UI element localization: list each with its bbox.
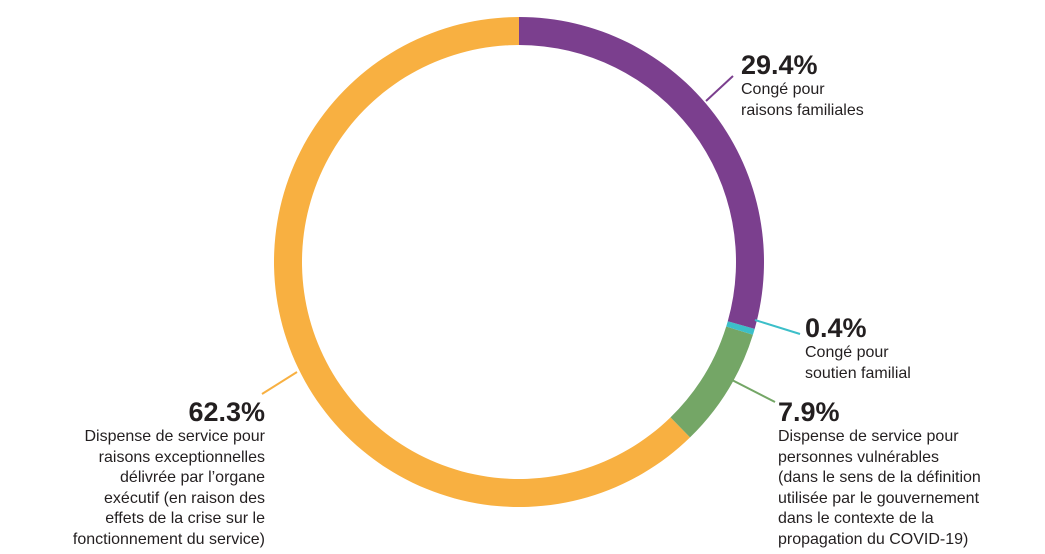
leader-line — [705, 75, 734, 102]
value-label: 29.4% — [741, 50, 818, 80]
slice-label: 29.4% Congé pour raisons familiales — [741, 50, 864, 121]
donut-slice — [670, 326, 753, 438]
leader-line — [261, 371, 298, 395]
leader-line — [754, 319, 801, 335]
category-label: Dispense de service pour personnes vulné… — [778, 428, 981, 548]
category-label: Congé pour raisons familiales — [741, 81, 864, 119]
slice-label: 0.4% Congé pour soutien familial — [805, 313, 911, 384]
leader-line — [731, 379, 776, 403]
value-label: 62.3% — [188, 397, 265, 427]
donut-slice — [726, 321, 755, 335]
donut-slice — [519, 17, 764, 329]
value-label: 0.4% — [805, 313, 867, 343]
value-label: 7.9% — [778, 397, 840, 427]
category-label: Congé pour soutien familial — [805, 344, 911, 382]
slice-label: 62.3% Dispense de service pour raisons ex… — [73, 397, 265, 551]
donut-slice — [273, 17, 691, 508]
category-label: Dispense de service pour raisons excepti… — [72, 428, 265, 548]
slice-label: 7.9% Dispense de service pour personnes v… — [778, 397, 981, 551]
